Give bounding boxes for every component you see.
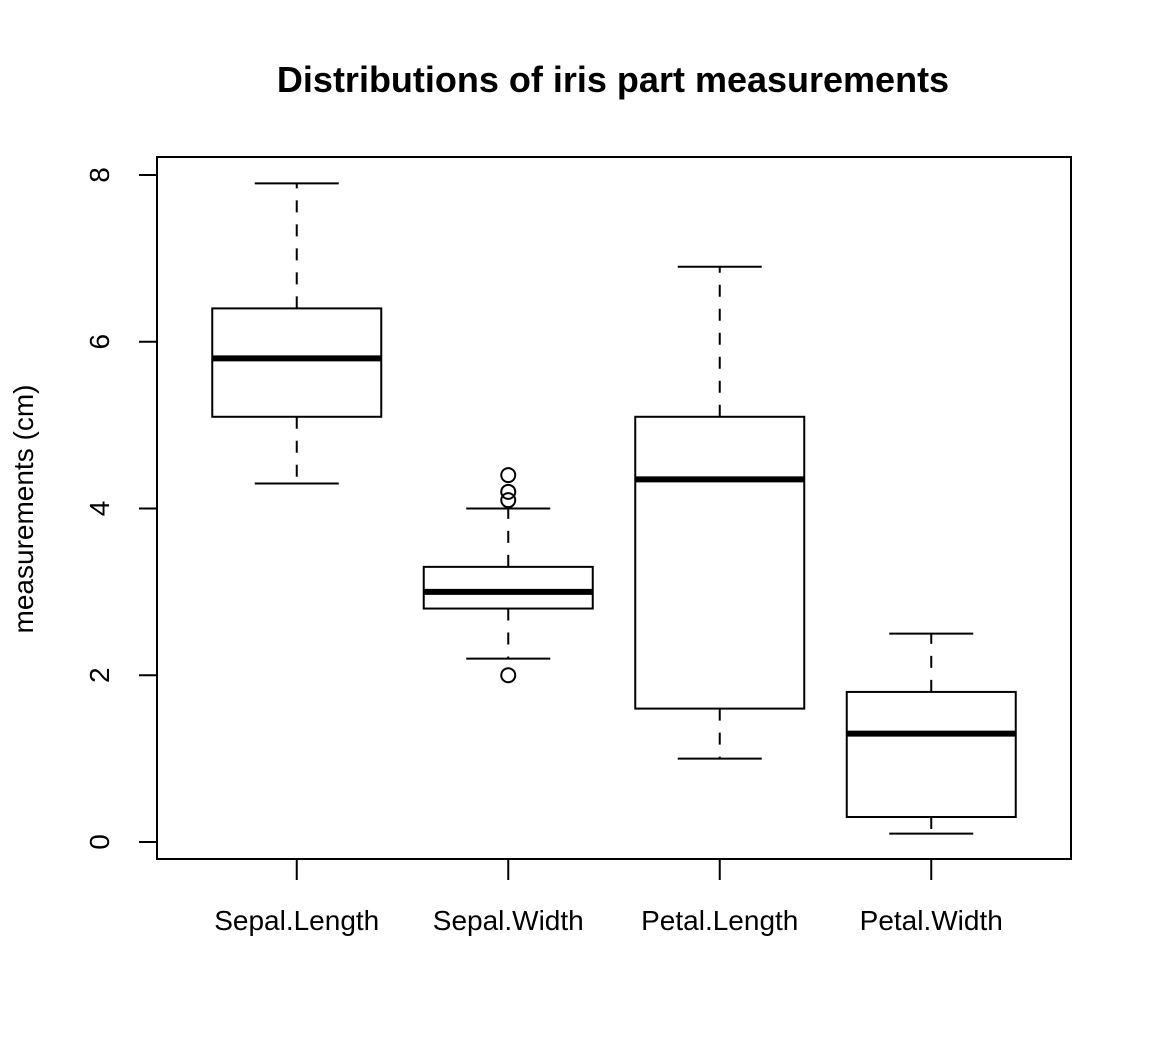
y-tick-label-2: 4 [84, 501, 115, 517]
iqr-box-2 [634, 415, 806, 710]
iqr-box-3 [845, 690, 1017, 818]
box-2 [634, 265, 806, 760]
iqr-box-0 [211, 307, 383, 418]
x-axis: Sepal.Length Sepal.Width Petal.Length Petal… [214, 859, 1003, 936]
box-1 [422, 467, 594, 684]
x-tick-label-0: Sepal.Length [214, 905, 379, 936]
x-tick-label-1: Sepal.Width [433, 905, 584, 936]
y-tick-label-4: 8 [84, 167, 115, 183]
x-tick-label-2: Petal.Length [641, 905, 798, 936]
box-0 [211, 182, 383, 485]
y-tick-label-0: 0 [84, 834, 115, 850]
y-axis: 0 2 4 6 8 [84, 167, 157, 850]
box-3 [845, 632, 1017, 835]
outlier-1-3 [500, 667, 517, 684]
boxes-group [211, 182, 1017, 835]
outlier-1-2 [500, 492, 517, 509]
chart-title: Distributions of iris part measurements [277, 59, 949, 100]
y-tick-label-1: 2 [84, 667, 115, 683]
y-tick-label-3: 6 [84, 334, 115, 350]
y-axis-label: measurements (cm) [8, 385, 39, 634]
x-tick-label-3: Petal.Width [860, 905, 1003, 936]
outlier-1-1 [500, 483, 517, 500]
outlier-1-0 [500, 467, 517, 484]
iqr-box-1 [422, 565, 594, 610]
